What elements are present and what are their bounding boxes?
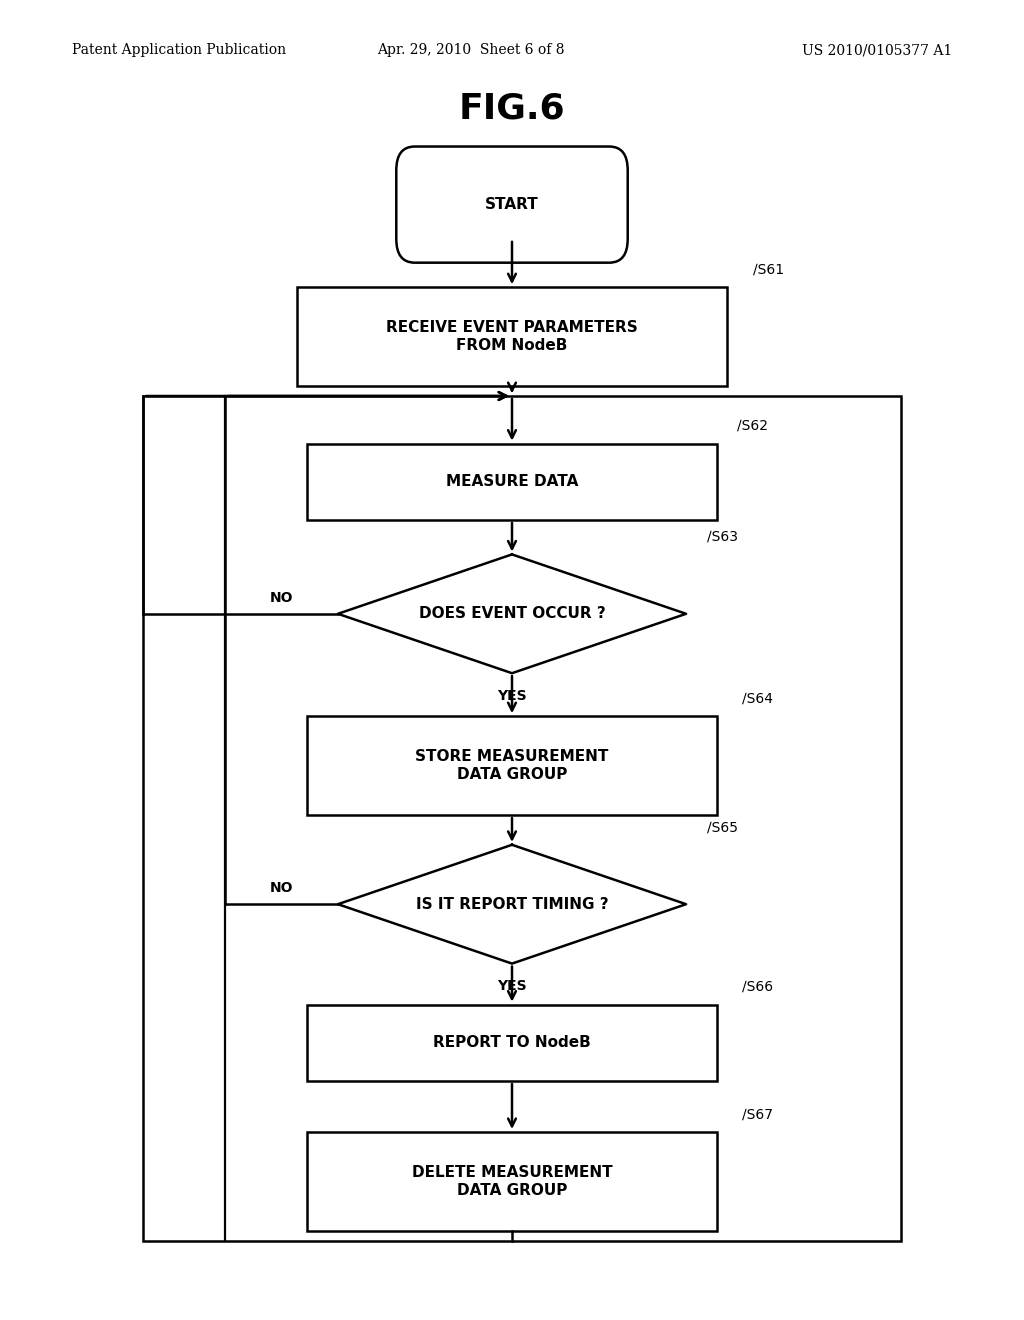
Text: US 2010/0105377 A1: US 2010/0105377 A1 [802,44,952,57]
Bar [307,715,717,814]
Text: ∕S63: ∕S63 [707,529,737,544]
Text: FIG.6: FIG.6 [459,91,565,125]
FancyBboxPatch shape [396,147,628,263]
Text: STORE MEASUREMENT
DATA GROUP: STORE MEASUREMENT DATA GROUP [416,750,608,781]
Text: DELETE MEASUREMENT
DATA GROUP: DELETE MEASUREMENT DATA GROUP [412,1166,612,1197]
Text: ∕S66: ∕S66 [742,979,773,994]
Polygon shape [338,845,686,964]
Bar [307,1131,717,1230]
Text: ∕S64: ∕S64 [742,692,773,706]
Text: YES: YES [498,689,526,704]
Text: YES: YES [498,979,526,994]
Bar [307,1005,717,1081]
Text: DOES EVENT OCCUR ?: DOES EVENT OCCUR ? [419,606,605,622]
Text: ∕S61: ∕S61 [753,263,783,277]
Polygon shape [338,554,686,673]
Text: START: START [485,197,539,213]
Text: RECEIVE EVENT PARAMETERS
FROM NodeB: RECEIVE EVENT PARAMETERS FROM NodeB [386,321,638,352]
Bar [143,396,901,1241]
Bar [307,444,717,520]
Bar [297,288,727,385]
Text: NO: NO [270,882,293,895]
Text: IS IT REPORT TIMING ?: IS IT REPORT TIMING ? [416,896,608,912]
Text: ∕S67: ∕S67 [742,1107,773,1122]
Text: ∕S65: ∕S65 [707,820,737,834]
Text: Patent Application Publication: Patent Application Publication [72,44,286,57]
Text: ∕S62: ∕S62 [737,418,768,433]
Text: MEASURE DATA: MEASURE DATA [445,474,579,490]
Text: Apr. 29, 2010  Sheet 6 of 8: Apr. 29, 2010 Sheet 6 of 8 [377,44,565,57]
Text: REPORT TO NodeB: REPORT TO NodeB [433,1035,591,1051]
Text: NO: NO [270,591,293,605]
